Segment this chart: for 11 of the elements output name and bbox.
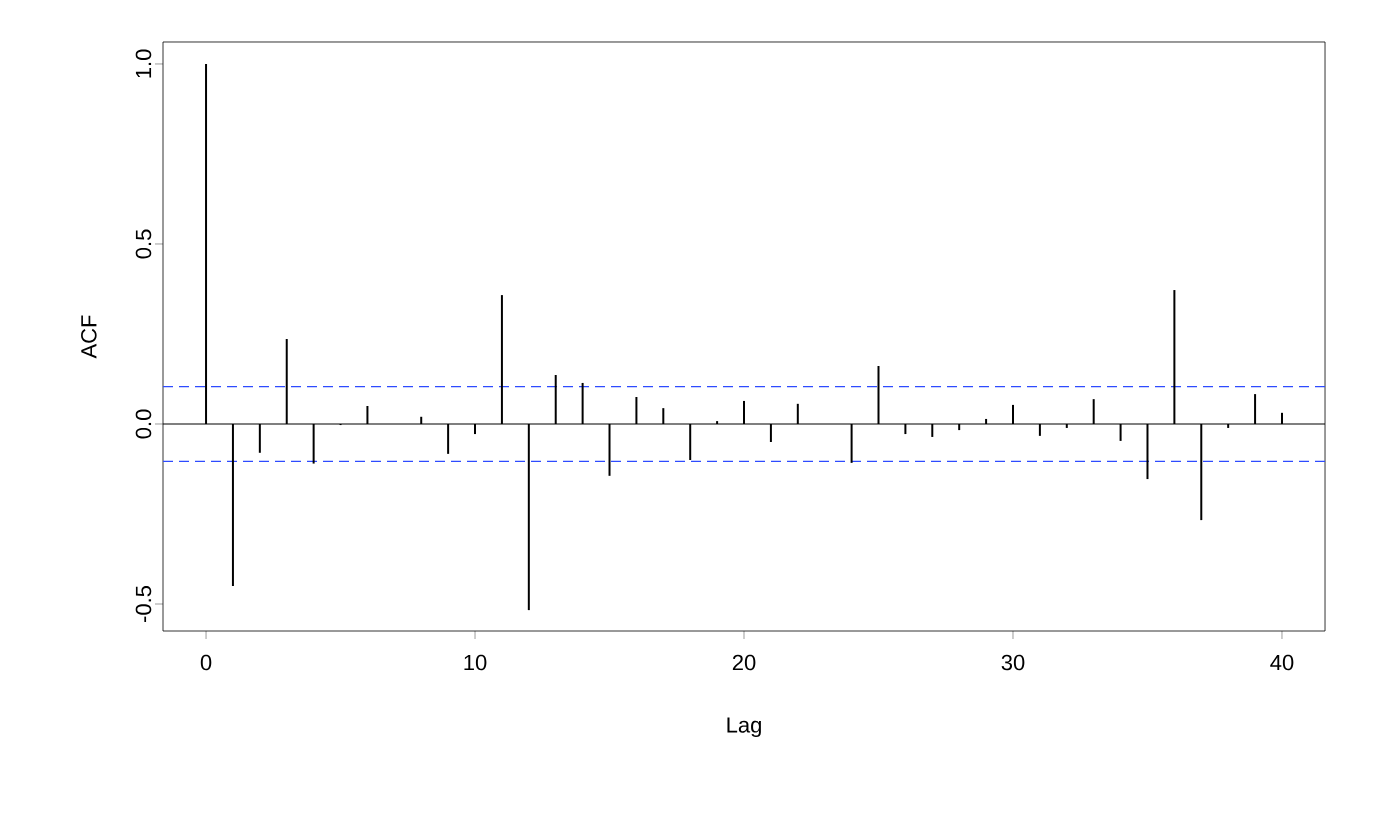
x-tick-label: 30 xyxy=(1001,654,1025,671)
y-tick-label: 1.0 xyxy=(135,49,152,78)
y-tick-label: 0.0 xyxy=(135,409,152,439)
x-tick-label: 0 xyxy=(200,654,212,671)
x-tick-label: 20 xyxy=(732,654,756,671)
x-axis-title: Lag xyxy=(727,717,761,738)
x-tick-label: 40 xyxy=(1270,654,1294,671)
y-tick-label: 0.5 xyxy=(135,229,152,259)
y-tick-label: -0.5 xyxy=(135,585,152,622)
x-tick-label: 10 xyxy=(464,654,487,671)
y-axis-title: ACF xyxy=(81,315,97,359)
